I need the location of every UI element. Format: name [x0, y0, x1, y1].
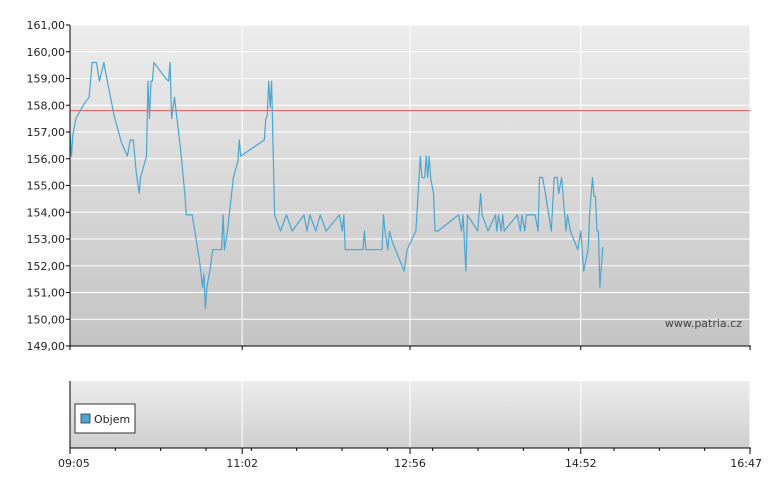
price-y-tick-label: 150,00 — [27, 313, 66, 326]
price-y-tick-label: 156,00 — [27, 153, 66, 166]
price-y-tick-label: 153,00 — [27, 233, 66, 246]
x-tick-label: 12:56 — [394, 457, 426, 470]
price-y-tick-label: 158,00 — [27, 99, 66, 112]
volume-legend: Objem — [74, 403, 136, 434]
price-y-tick-label: 157,00 — [27, 126, 66, 139]
volume-legend-label: Objem — [94, 413, 130, 426]
price-y-tick-label: 151,00 — [27, 287, 66, 300]
price-y-tick-label: 159,00 — [27, 73, 66, 86]
price-y-tick-label: 152,00 — [27, 260, 66, 273]
price-y-tick-label: 155,00 — [27, 180, 66, 193]
price-y-tick-label: 161,00 — [27, 19, 66, 32]
price-series-line — [69, 61, 604, 310]
x-tick-label: 16:47 — [730, 457, 762, 470]
x-tick-label: 09:05 — [58, 457, 90, 470]
volume-legend-swatch — [80, 413, 91, 424]
price-x-ticks — [69, 346, 751, 350]
x-tick-label: 11:02 — [226, 457, 258, 470]
price-y-tick-label: 149,00 — [27, 340, 66, 353]
x-tick-label: 14:52 — [565, 457, 597, 470]
price-grid — [69, 24, 751, 347]
price-y-tick-label: 154,00 — [27, 206, 66, 219]
price-y-axis: 149,00 150,00 151,00 152,00 153,00 154,00 155,… — [27, 19, 70, 353]
watermark: www.patria.cz — [665, 317, 742, 330]
price-y-tick-label: 160,00 — [27, 46, 66, 59]
volume-x-axis-ticks: 09:05 11:02 12:56 14:52 16:47 — [58, 448, 762, 470]
